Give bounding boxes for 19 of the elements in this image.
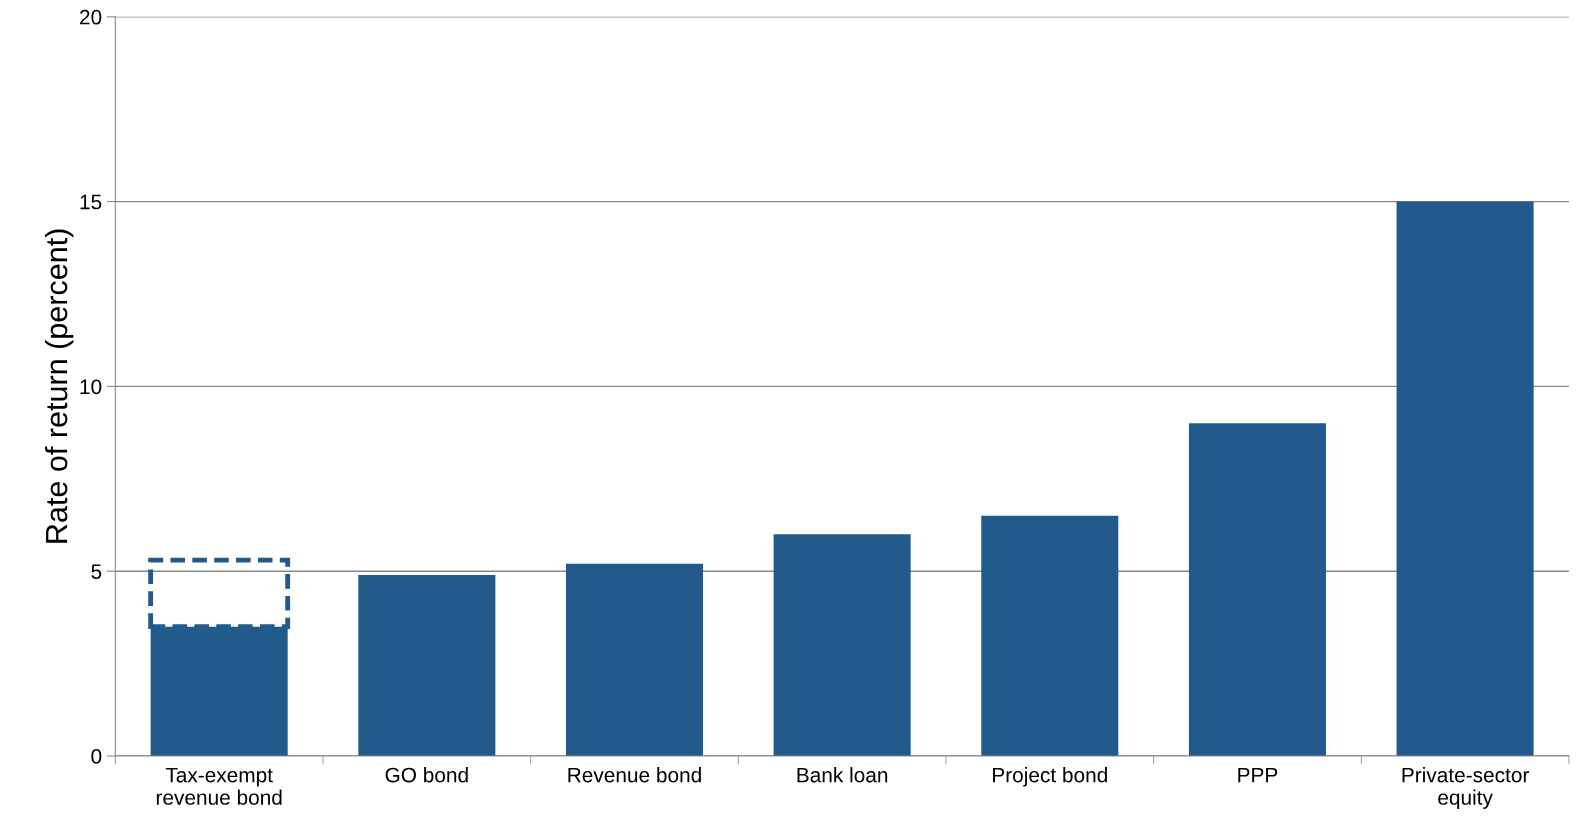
y-tick-label: 15 (80, 194, 102, 210)
x-tick-label: Project bond (993, 767, 1107, 787)
x-tick-label: GO bond (385, 767, 468, 783)
y-tick-label: 0 (91, 749, 102, 764)
bar (358, 574, 496, 756)
bar (1396, 201, 1534, 756)
y-tick-label: 5 (91, 564, 102, 579)
y-axis-title: Rate of return (percent) (44, 229, 74, 543)
y-tick-label: 10 (80, 379, 102, 395)
bar (565, 563, 704, 756)
y-tick-label: 20 (80, 9, 102, 25)
x-tick-label: Revenue bond (568, 767, 701, 783)
x-tick-label: Private-sector equity (1402, 767, 1530, 809)
x-tick-label: Tax-exempt revenue bond (156, 767, 282, 805)
bar (1188, 423, 1326, 756)
x-tick-label: PPP (1238, 767, 1278, 783)
x-tick-label: Bank loan (797, 767, 888, 783)
bar (773, 534, 911, 756)
bar (981, 515, 1119, 756)
